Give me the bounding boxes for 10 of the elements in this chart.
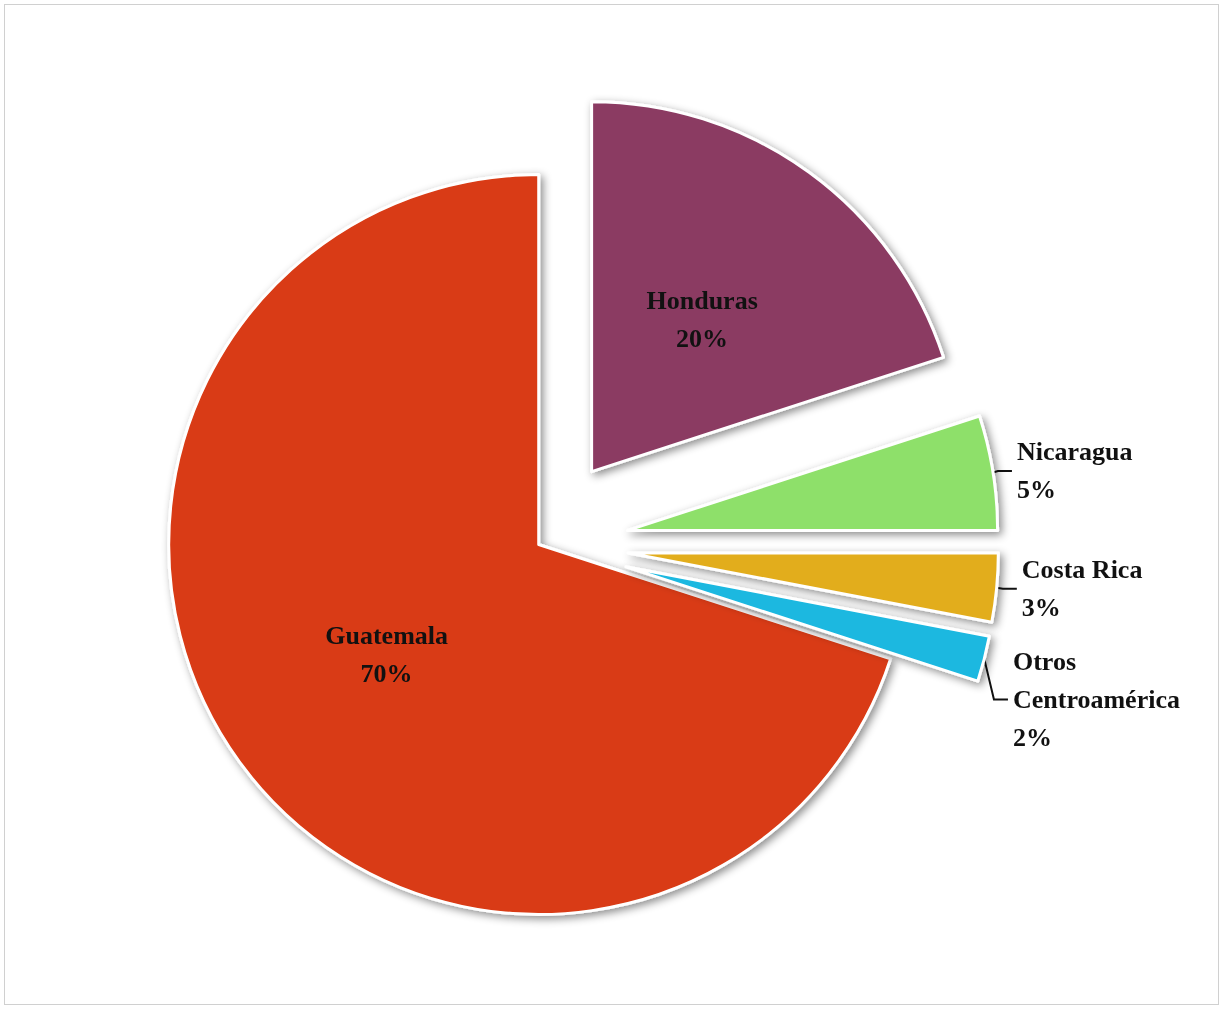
data-label: 2%: [1012, 723, 1052, 753]
slice-label: Otros Centroamérica: [1012, 647, 1180, 715]
slice-label: Honduras: [646, 286, 758, 316]
slice-label: Guatemala: [325, 621, 449, 651]
data-label: 20%: [676, 324, 729, 354]
data-label: 70%: [360, 659, 413, 689]
data-label: 5%: [1016, 475, 1056, 505]
data-label: 3%: [1021, 593, 1061, 623]
slice-label: Nicaragua: [1016, 437, 1133, 467]
slice-label: Costa Rica: [1021, 555, 1143, 585]
